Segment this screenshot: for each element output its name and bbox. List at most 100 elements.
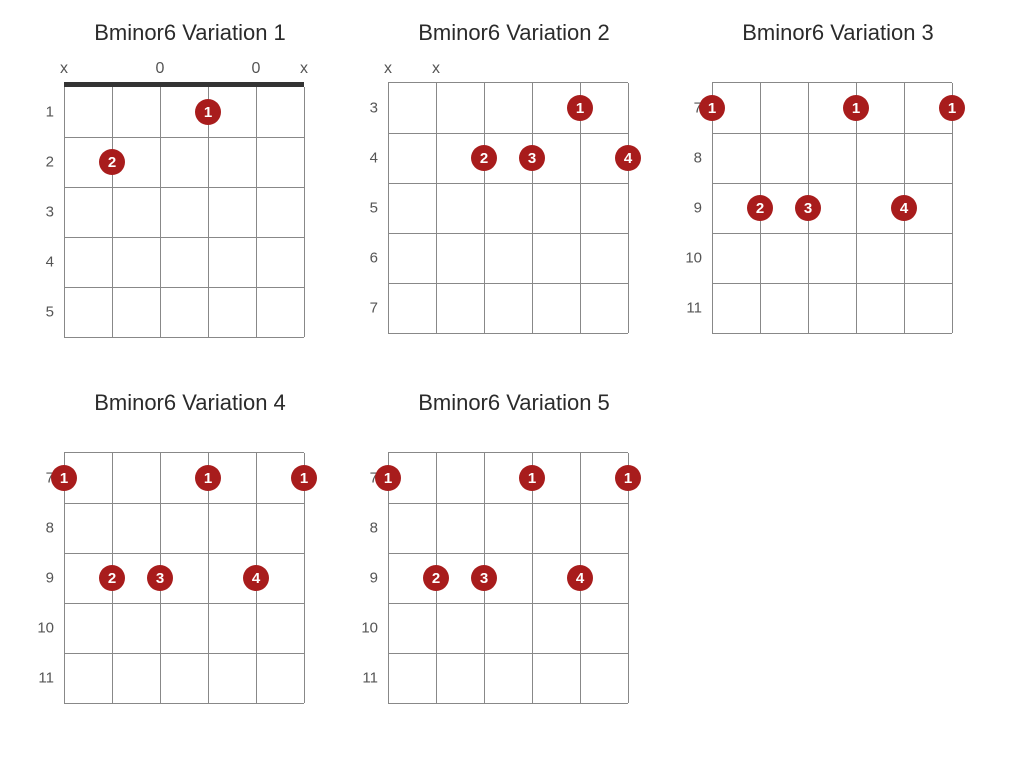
string-line bbox=[388, 83, 389, 333]
chord-diagram: xx345671234 bbox=[388, 60, 648, 334]
chord-diagram: 7891011111234 bbox=[64, 430, 324, 704]
chord-diagram: 7891011111234 bbox=[388, 430, 648, 704]
fret-number: 6 bbox=[354, 250, 378, 267]
fret-line bbox=[64, 287, 304, 288]
finger-dot: 1 bbox=[195, 99, 221, 125]
finger-dot: 3 bbox=[147, 565, 173, 591]
fret-number: 11 bbox=[678, 300, 702, 317]
finger-dot: 1 bbox=[567, 95, 593, 121]
chord-diagram: x00x1234512 bbox=[64, 60, 324, 338]
open-marker: 0 bbox=[136, 60, 184, 78]
chord-card: Bminor6 Variation 2xx345671234 bbox=[354, 20, 674, 370]
string-line bbox=[160, 87, 161, 337]
fret-number: 3 bbox=[354, 100, 378, 117]
finger-dot: 1 bbox=[615, 465, 641, 491]
finger-dot: 1 bbox=[939, 95, 965, 121]
open-marker: 0 bbox=[232, 60, 280, 78]
fret-line bbox=[64, 653, 304, 654]
fret-number: 10 bbox=[678, 250, 702, 267]
finger-dot: 2 bbox=[423, 565, 449, 591]
finger-dot: 2 bbox=[99, 149, 125, 175]
finger-dot: 4 bbox=[891, 195, 917, 221]
fret-number: 3 bbox=[30, 204, 54, 221]
chord-card: Bminor6 Variation 57891011111234 bbox=[354, 390, 674, 740]
string-line bbox=[112, 87, 113, 337]
finger-dot: 2 bbox=[99, 565, 125, 591]
fret-number: 11 bbox=[30, 670, 54, 687]
fret-line bbox=[388, 503, 628, 504]
string-line bbox=[436, 83, 437, 333]
fret-line bbox=[712, 233, 952, 234]
chord-title: Bminor6 Variation 5 bbox=[354, 390, 674, 416]
fret-line bbox=[712, 183, 952, 184]
chord-card: Bminor6 Variation 37891011111234 bbox=[678, 20, 998, 370]
fret-line bbox=[64, 603, 304, 604]
chord-card: Bminor6 Variation 47891011111234 bbox=[30, 390, 350, 740]
chord-title: Bminor6 Variation 2 bbox=[354, 20, 674, 46]
fret-number: 10 bbox=[30, 620, 54, 637]
fret-line bbox=[388, 233, 628, 234]
finger-dot: 1 bbox=[843, 95, 869, 121]
string-line bbox=[304, 87, 305, 337]
string-line bbox=[256, 87, 257, 337]
fret-line bbox=[388, 603, 628, 604]
finger-dot: 1 bbox=[291, 465, 317, 491]
chord-title: Bminor6 Variation 1 bbox=[30, 20, 350, 46]
fret-line bbox=[712, 133, 952, 134]
fret-line bbox=[388, 283, 628, 284]
fretboard: 7891011111234 bbox=[64, 452, 304, 704]
fret-line bbox=[388, 553, 628, 554]
chord-diagram: 7891011111234 bbox=[712, 60, 972, 334]
mute-marker: x bbox=[364, 60, 412, 78]
chord-title: Bminor6 Variation 3 bbox=[678, 20, 998, 46]
fretboard: 1234512 bbox=[64, 82, 304, 338]
fret-line bbox=[64, 553, 304, 554]
string-markers bbox=[388, 430, 648, 452]
fret-number: 7 bbox=[354, 300, 378, 317]
mute-marker: x bbox=[412, 60, 460, 78]
fretboard: 7891011111234 bbox=[388, 452, 628, 704]
finger-dot: 1 bbox=[519, 465, 545, 491]
string-markers: x00x bbox=[64, 60, 324, 82]
fret-number: 5 bbox=[30, 304, 54, 321]
string-markers: xx bbox=[388, 60, 648, 82]
finger-dot: 1 bbox=[375, 465, 401, 491]
finger-dot: 1 bbox=[51, 465, 77, 491]
mute-marker: x bbox=[280, 60, 328, 78]
fret-number: 11 bbox=[354, 670, 378, 687]
finger-dot: 4 bbox=[615, 145, 641, 171]
string-line bbox=[532, 83, 533, 333]
fret-line bbox=[712, 283, 952, 284]
fret-number: 10 bbox=[354, 620, 378, 637]
fret-line bbox=[388, 183, 628, 184]
finger-dot: 3 bbox=[519, 145, 545, 171]
fret-number: 8 bbox=[354, 520, 378, 537]
string-line bbox=[628, 83, 629, 333]
finger-dot: 4 bbox=[243, 565, 269, 591]
string-markers bbox=[64, 430, 324, 452]
fret-number: 4 bbox=[354, 150, 378, 167]
fret-line bbox=[64, 503, 304, 504]
fret-number: 9 bbox=[30, 570, 54, 587]
fret-number: 8 bbox=[30, 520, 54, 537]
fretboard: 7891011111234 bbox=[712, 82, 952, 334]
finger-dot: 3 bbox=[471, 565, 497, 591]
chord-grid: Bminor6 Variation 1x00x1234512Bminor6 Va… bbox=[30, 20, 994, 740]
fret-line bbox=[64, 237, 304, 238]
fret-line bbox=[388, 133, 628, 134]
fret-number: 1 bbox=[30, 104, 54, 121]
chord-card: Bminor6 Variation 1x00x1234512 bbox=[30, 20, 350, 370]
fret-line bbox=[64, 187, 304, 188]
string-markers bbox=[712, 60, 972, 82]
finger-dot: 4 bbox=[567, 565, 593, 591]
string-line bbox=[64, 87, 65, 337]
finger-dot: 1 bbox=[195, 465, 221, 491]
fret-number: 5 bbox=[354, 200, 378, 217]
fret-line bbox=[388, 653, 628, 654]
finger-dot: 2 bbox=[471, 145, 497, 171]
fret-number: 9 bbox=[354, 570, 378, 587]
finger-dot: 3 bbox=[795, 195, 821, 221]
mute-marker: x bbox=[40, 60, 88, 78]
fret-number: 8 bbox=[678, 150, 702, 167]
finger-dot: 2 bbox=[747, 195, 773, 221]
